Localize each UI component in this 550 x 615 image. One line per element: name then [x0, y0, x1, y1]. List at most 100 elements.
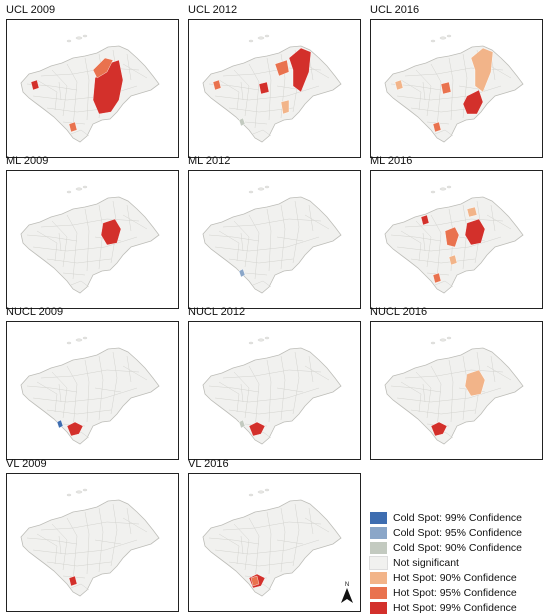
municipality-border — [214, 85, 320, 101]
municipality-border — [214, 236, 320, 252]
choropleth-map — [202, 185, 342, 294]
legend-label: Cold Spot: 99% Confidence — [393, 511, 522, 524]
municipality-border — [98, 355, 104, 421]
island-shape — [264, 185, 270, 189]
municipality-border — [126, 355, 132, 383]
municipality-border — [292, 503, 300, 567]
municipality-border — [434, 280, 454, 288]
choropleth-map — [20, 488, 160, 597]
municipality-border — [46, 409, 112, 415]
panel-title: ML 2016 — [370, 155, 413, 167]
island-shape — [264, 336, 270, 340]
region-south-east-small-hot90 — [448, 254, 458, 266]
municipality-border — [244, 121, 268, 125]
legend-swatch — [370, 601, 387, 614]
municipality-border — [98, 507, 104, 573]
region-east-mid-hot99 — [100, 218, 122, 246]
municipality-border — [122, 63, 148, 79]
region-west-dot-hot95 — [212, 79, 222, 91]
legend-item-hot99: Hot Spot: 99% Confidence — [370, 600, 548, 615]
country-outline — [20, 196, 160, 294]
municipality-border — [66, 365, 78, 431]
island-shape — [264, 34, 270, 38]
municipality-border — [66, 214, 78, 280]
map-frame — [188, 321, 361, 460]
municipality-border — [222, 218, 322, 228]
municipality-border — [400, 230, 422, 262]
municipality-border — [280, 204, 286, 270]
choropleth-map — [20, 336, 160, 445]
region-ne-strip-hot99 — [288, 47, 312, 93]
island-shape — [248, 39, 254, 43]
legend-label: Hot Spot: 90% Confidence — [393, 571, 517, 584]
island-shape — [75, 490, 83, 494]
map-frame — [188, 170, 361, 309]
island-shape — [430, 39, 436, 43]
municipality-border — [40, 521, 140, 531]
map-frame — [6, 170, 179, 309]
region-sw-cold-cold90 — [238, 419, 246, 429]
municipality-border — [304, 214, 330, 230]
municipality-border — [36, 79, 58, 111]
municipality-border — [66, 63, 78, 129]
panel-title: UCL 2016 — [370, 4, 420, 16]
island-shape — [82, 34, 88, 38]
municipality-border — [396, 387, 502, 403]
municipality-border — [486, 365, 512, 381]
region-south-dot-hot95 — [432, 272, 442, 284]
municipality-border — [292, 200, 300, 264]
municipality-border — [51, 523, 68, 571]
map-frame — [188, 473, 361, 612]
choropleth-map — [202, 488, 342, 597]
municipality-border — [233, 220, 250, 268]
region-sw-cold-cold90 — [238, 117, 246, 127]
municipality-border — [94, 539, 122, 545]
municipality-border — [214, 539, 320, 555]
country-outline — [202, 499, 342, 597]
legend: Cold Spot: 99% Confidence Cold Spot: 95%… — [369, 510, 548, 615]
municipality-border — [214, 387, 320, 403]
country-outline — [384, 347, 524, 445]
municipality-border — [240, 232, 244, 252]
region-south-red-hot99 — [430, 421, 448, 437]
municipality-border — [32, 387, 138, 403]
region-sw-cold-cold99 — [56, 419, 64, 429]
municipality-border — [422, 383, 426, 403]
municipality-border — [252, 129, 272, 137]
map-frame — [6, 321, 179, 460]
municipality-border — [280, 507, 286, 573]
municipality-border — [308, 355, 314, 383]
legend-label: Not significant — [393, 556, 459, 569]
region-south-dot-hot95 — [432, 121, 442, 133]
panel-title: NUCL 2016 — [370, 306, 428, 318]
municipality-border — [244, 272, 268, 276]
panel-title: NUCL 2012 — [188, 306, 246, 318]
municipality-border — [415, 220, 432, 268]
panel-title: VL 2016 — [188, 458, 229, 470]
legend-label: Cold Spot: 95% Confidence — [393, 526, 522, 539]
country-outline — [202, 196, 342, 294]
region-south-dot-hot95 — [250, 575, 260, 587]
municipality-border — [308, 507, 314, 535]
island-shape — [66, 190, 72, 194]
municipality-border — [304, 517, 330, 533]
municipality-border — [36, 533, 58, 565]
island-shape — [430, 341, 436, 345]
legend-swatch — [369, 555, 388, 570]
municipality-border — [448, 57, 454, 121]
island-shape — [75, 187, 83, 191]
municipality-border — [62, 272, 86, 276]
municipality-border — [410, 409, 476, 415]
island-shape — [257, 36, 265, 40]
region-south-east-hot99 — [462, 89, 484, 115]
municipality-border — [276, 387, 304, 393]
municipality-border — [228, 258, 294, 264]
region-ne-strip-hot90 — [470, 47, 494, 93]
municipality-border — [36, 381, 58, 413]
municipality-border — [490, 204, 496, 232]
municipality-border — [396, 236, 502, 252]
municipality-border — [396, 85, 502, 101]
municipality-border — [400, 381, 422, 413]
municipality-border — [84, 57, 90, 121]
municipality-border — [208, 385, 260, 393]
